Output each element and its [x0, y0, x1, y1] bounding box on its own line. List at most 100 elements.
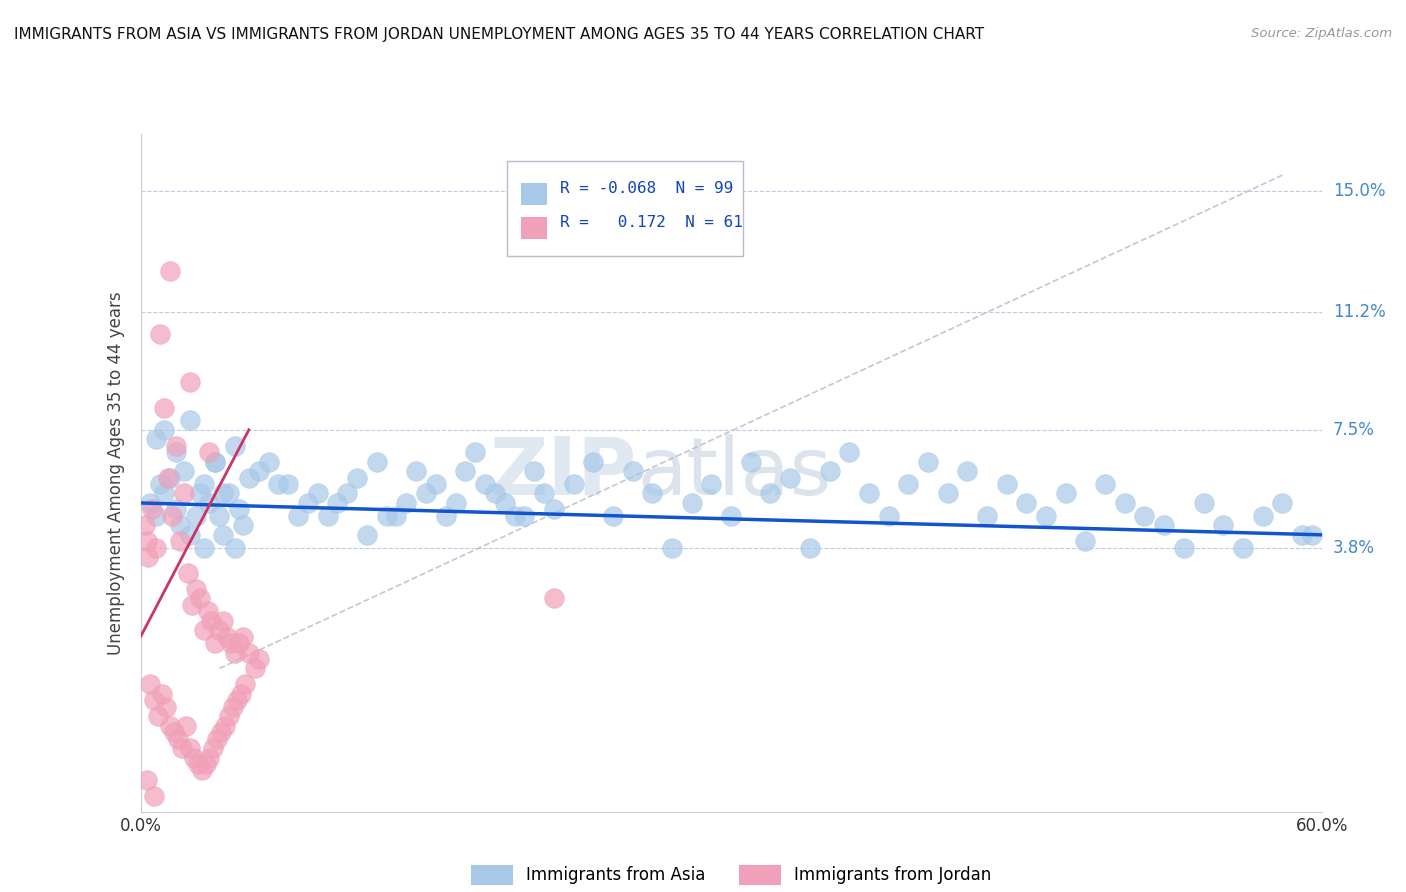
Point — [145, 541, 167, 555]
Point — [135, 534, 157, 549]
Point — [138, 550, 160, 565]
Point — [145, 508, 167, 523]
Point — [188, 486, 211, 500]
Point — [209, 725, 232, 739]
Point — [434, 508, 457, 523]
Point — [995, 476, 1018, 491]
Point — [543, 591, 565, 606]
Point — [513, 508, 536, 523]
Point — [297, 496, 319, 510]
Point — [193, 476, 215, 491]
Point — [212, 486, 235, 500]
Point — [179, 375, 201, 389]
Point — [759, 486, 782, 500]
Point — [198, 445, 221, 459]
Point — [157, 470, 180, 484]
Point — [1153, 518, 1175, 533]
Point — [415, 486, 437, 500]
Point — [1291, 528, 1313, 542]
Point — [582, 455, 605, 469]
Point — [159, 263, 181, 277]
Point — [194, 756, 217, 771]
Point — [228, 636, 250, 650]
Point — [464, 445, 486, 459]
Point — [621, 464, 644, 478]
Text: atlas: atlas — [637, 434, 831, 512]
Point — [202, 741, 225, 756]
Point — [174, 719, 197, 733]
Point — [375, 508, 398, 523]
Point — [425, 476, 447, 491]
Point — [740, 455, 762, 469]
Point — [1074, 534, 1097, 549]
Point — [1035, 508, 1057, 523]
Point — [474, 476, 496, 491]
Point — [641, 486, 664, 500]
Point — [160, 508, 183, 523]
Point — [336, 486, 359, 500]
Point — [219, 636, 242, 650]
Point — [385, 508, 408, 523]
Point — [153, 486, 176, 500]
Point — [238, 470, 260, 484]
Point — [233, 677, 256, 691]
Point — [167, 731, 190, 746]
Point — [177, 566, 200, 580]
Point — [165, 439, 187, 453]
Point — [212, 528, 235, 542]
Point — [150, 687, 173, 701]
Point — [238, 646, 260, 660]
Point — [533, 486, 555, 500]
Point — [179, 528, 201, 542]
Y-axis label: Unemployment Among Ages 35 to 44 years: Unemployment Among Ages 35 to 44 years — [107, 291, 125, 655]
Point — [224, 541, 246, 555]
Point — [184, 508, 207, 523]
Point — [212, 614, 235, 628]
Point — [720, 508, 742, 523]
Point — [184, 582, 207, 596]
Text: ZIP: ZIP — [489, 434, 637, 512]
Point — [818, 464, 841, 478]
Point — [226, 693, 249, 707]
Point — [232, 630, 254, 644]
Legend: Immigrants from Asia, Immigrants from Jordan: Immigrants from Asia, Immigrants from Jo… — [464, 858, 998, 891]
Text: 11.2%: 11.2% — [1333, 303, 1385, 321]
Point — [214, 719, 236, 733]
Point — [232, 518, 254, 533]
Point — [224, 646, 246, 660]
Point — [858, 486, 880, 500]
Point — [838, 445, 860, 459]
Point — [163, 725, 186, 739]
Point — [218, 709, 240, 723]
Point — [1133, 508, 1156, 523]
Point — [307, 486, 329, 500]
Point — [159, 719, 181, 733]
Point — [543, 502, 565, 516]
Point — [218, 486, 240, 500]
Point — [208, 508, 231, 523]
Point — [1271, 496, 1294, 510]
Point — [200, 614, 222, 628]
Point — [198, 750, 221, 764]
Point — [1251, 508, 1274, 523]
Point — [523, 464, 546, 478]
Point — [148, 709, 170, 723]
Point — [222, 699, 245, 714]
Point — [444, 496, 467, 510]
Point — [1015, 496, 1038, 510]
Point — [155, 699, 177, 714]
Point — [247, 652, 270, 666]
Point — [149, 476, 172, 491]
Point — [188, 591, 211, 606]
Point — [193, 541, 215, 555]
Point — [207, 731, 229, 746]
Point — [187, 756, 209, 771]
Point — [454, 464, 477, 478]
Point — [484, 486, 506, 500]
Point — [602, 508, 624, 523]
Point — [169, 534, 191, 549]
Point — [208, 624, 231, 638]
Text: R = -0.068  N = 99: R = -0.068 N = 99 — [560, 181, 733, 196]
Point — [366, 455, 388, 469]
Point — [165, 445, 187, 459]
